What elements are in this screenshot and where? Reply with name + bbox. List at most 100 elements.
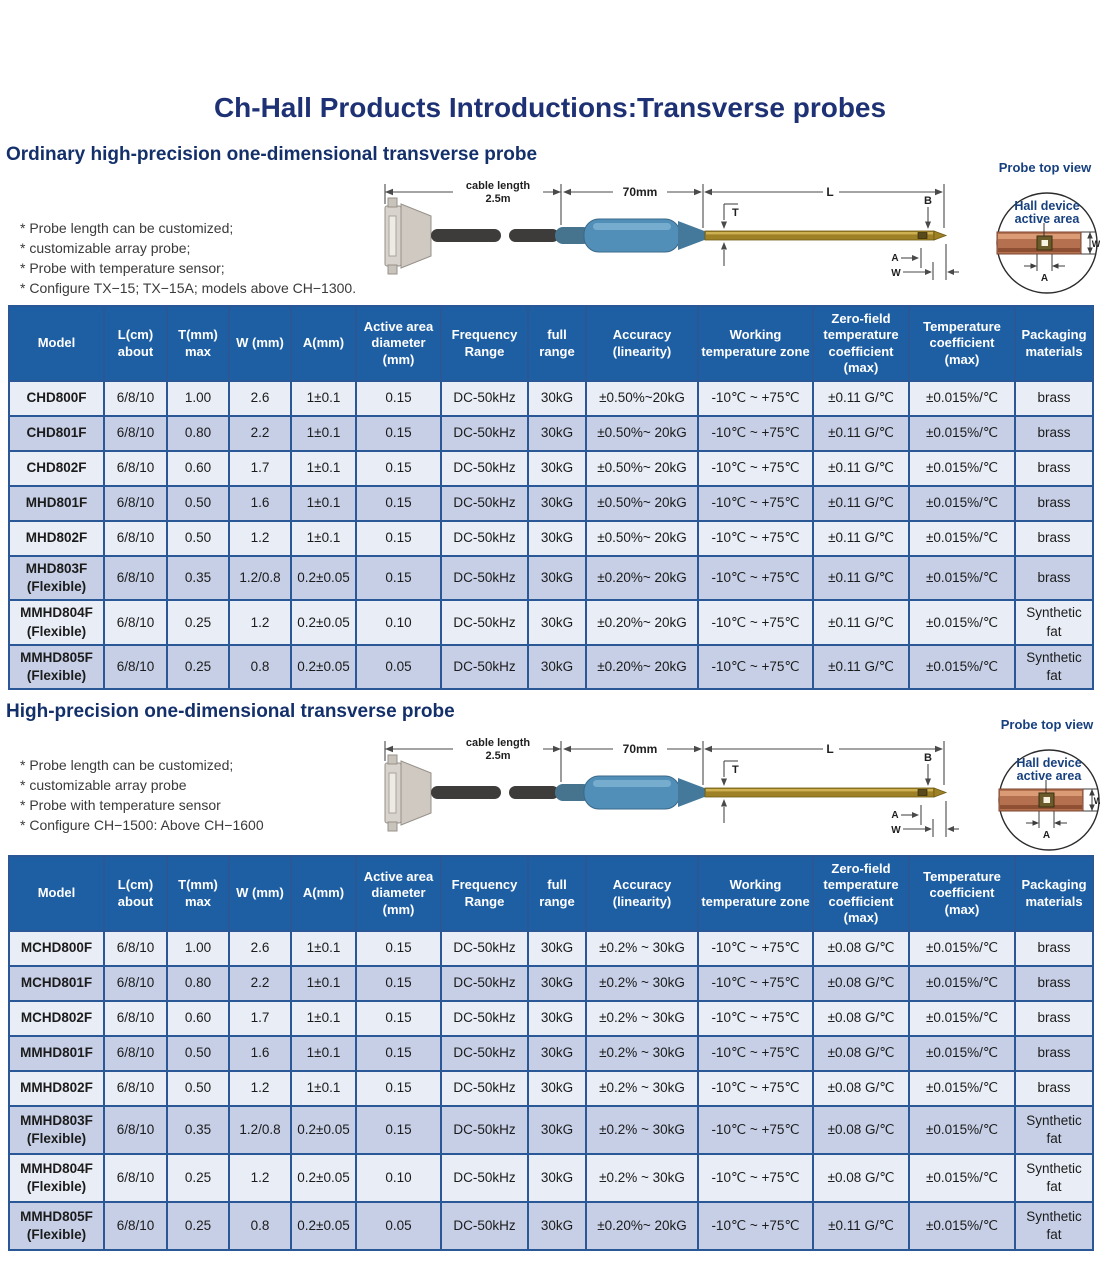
spec-cell: DC-50kHz xyxy=(440,415,529,452)
dim-label-cable-length-value: 2.5m xyxy=(485,750,510,762)
spec-cell: DC-50kHz xyxy=(440,485,529,522)
dim-label-W: W xyxy=(891,268,901,279)
probe-handle-icon xyxy=(555,775,707,810)
spec-cell: 1±0.1 xyxy=(290,450,357,487)
note-item: * customizable array probe; xyxy=(20,240,191,256)
model-cell: MHD801F xyxy=(8,485,105,522)
spec-cell: 0.8 xyxy=(228,1201,292,1251)
spec-cell: 30kG xyxy=(527,643,587,691)
hall-device-label-line1: Hall device xyxy=(1016,756,1081,770)
spec-cell: 0.15 xyxy=(355,1000,442,1037)
spec-cell: 0.60 xyxy=(166,450,230,487)
probe-diagram: cable length 2.5m 70mm L T B A W xyxy=(384,737,959,837)
dim-label-70mm: 70mm xyxy=(623,742,658,756)
note-item: * Configure TX−15; TX−15A; models above … xyxy=(20,280,357,296)
table-row: MMHD805F (Flexible) 6/8/10 0.25 0.8 0.2±0.05… xyxy=(8,643,1094,691)
spec-cell: Synthetic fat xyxy=(1014,1201,1094,1251)
spec-cell: -10℃ ~ +75℃ xyxy=(697,450,814,487)
spec-cell: DC-50kHz xyxy=(440,1153,529,1203)
spec-cell: -10℃ ~ +75℃ xyxy=(697,599,814,646)
spec-cell: 1±0.1 xyxy=(290,965,357,1002)
spec-cell: 1.6 xyxy=(228,1035,292,1072)
spec-cell: ±0.015%/℃ xyxy=(908,1000,1016,1037)
spec-cell: 6/8/10 xyxy=(103,554,168,602)
top-view-dimensions xyxy=(1024,231,1095,271)
spec-cell: ±0.08 G/℃ xyxy=(812,1000,910,1037)
spec-cell: -10℃ ~ +75℃ xyxy=(697,1035,814,1072)
spec-cell: 0.15 xyxy=(355,415,442,452)
spec-cell: DC-50kHz xyxy=(440,643,529,691)
spec-cell: -10℃ ~ +75℃ xyxy=(697,1201,814,1251)
spec-cell: 0.25 xyxy=(166,643,230,691)
spec-cell: ±0.11 G/℃ xyxy=(812,380,910,417)
spec-cell: 0.2±0.05 xyxy=(290,1153,357,1203)
spec-cell: DC-50kHz xyxy=(440,1035,529,1072)
spec-cell: ±0.50%~ 20kG xyxy=(585,415,699,452)
dim-label-cable-length: cable length xyxy=(466,180,530,192)
spec-cell: ±0.015%/℃ xyxy=(908,1201,1016,1251)
column-header: L(cm) about xyxy=(103,305,168,382)
column-header: Accuracy (linearity) xyxy=(585,305,699,382)
spec-cell: 0.2±0.05 xyxy=(290,1201,357,1251)
dim-label-L: L xyxy=(826,742,833,756)
model-cell: MMHD804F (Flexible) xyxy=(8,599,105,646)
dim-label-B: B xyxy=(924,195,932,207)
spec-cell: DC-50kHz xyxy=(440,520,529,557)
spec-cell: ±0.08 G/℃ xyxy=(812,1035,910,1072)
column-header: T(mm) max xyxy=(166,305,230,382)
spec-cell: 0.15 xyxy=(355,1070,442,1107)
cable-icon xyxy=(431,229,559,242)
spec-cell: 0.10 xyxy=(355,599,442,646)
spec-cell: 0.35 xyxy=(166,1105,230,1155)
spec-cell: 0.15 xyxy=(355,554,442,602)
spec-cell: 0.15 xyxy=(355,380,442,417)
spec-cell: 1.2/0.8 xyxy=(228,554,292,602)
spec-cell: DC-50kHz xyxy=(440,450,529,487)
spec-cell: -10℃ ~ +75℃ xyxy=(697,930,814,967)
top-view-dim-W: W xyxy=(1094,796,1100,806)
spec-cell: 30kG xyxy=(527,415,587,452)
spec-cell: -10℃ ~ +75℃ xyxy=(697,1000,814,1037)
column-header: Frequency Range xyxy=(440,305,529,382)
spec-cell: ±0.11 G/℃ xyxy=(812,554,910,602)
model-cell: MCHD802F xyxy=(8,1000,105,1037)
table-row: MHD803F (Flexible) 6/8/10 0.35 1.2/0.8 0.2±0… xyxy=(8,554,1094,602)
top-view-dim-A: A xyxy=(1043,830,1050,841)
column-header: Model xyxy=(8,855,105,932)
model-cell: MCHD800F xyxy=(8,930,105,967)
spec-cell: 30kG xyxy=(527,1201,587,1251)
column-header: Zero-field temperature coefficient (max) xyxy=(812,305,910,382)
spec-cell: ±0.11 G/℃ xyxy=(812,520,910,557)
spec-cell: 6/8/10 xyxy=(103,1201,168,1251)
spec-cell: ±0.11 G/℃ xyxy=(812,450,910,487)
model-cell: MMHD803F (Flexible) xyxy=(8,1105,105,1155)
column-header: Zero-field temperature coefficient (max) xyxy=(812,855,910,932)
column-header: full range xyxy=(527,305,587,382)
spec-cell: -10℃ ~ +75℃ xyxy=(697,415,814,452)
spec-cell: 30kG xyxy=(527,1105,587,1155)
table-row: CHD800F 6/8/10 1.00 2.6 1±0.1 0.15 DC-50kHz 30k… xyxy=(8,380,1094,417)
table-row: MHD802F 6/8/10 0.50 1.2 1±0.1 0.15 DC-50kHz 30k… xyxy=(8,520,1094,557)
dim-label-A: A xyxy=(891,253,898,264)
copper-probe-icon xyxy=(996,231,1082,255)
spec-cell: ±0.015%/℃ xyxy=(908,930,1016,967)
top-view-dim-A: A xyxy=(1041,273,1048,284)
spec-table-high-precision: Model L(cm) about T(mm) max W (mm) A(mm) Acti… xyxy=(8,855,1094,1251)
model-cell: MMHD804F (Flexible) xyxy=(8,1153,105,1203)
spec-cell: 1±0.1 xyxy=(290,520,357,557)
spec-cell: 1.2/0.8 xyxy=(228,1105,292,1155)
spec-cell: Synthetic fat xyxy=(1014,1105,1094,1155)
spec-cell: brass xyxy=(1014,380,1094,417)
spec-cell: ±0.015%/℃ xyxy=(908,1153,1016,1203)
spec-cell: 6/8/10 xyxy=(103,1000,168,1037)
spec-cell: brass xyxy=(1014,965,1094,1002)
spec-cell: 2.6 xyxy=(228,380,292,417)
column-header: Frequency Range xyxy=(440,855,529,932)
spec-cell: 1.00 xyxy=(166,930,230,967)
dim-label-T: T xyxy=(732,764,739,776)
spec-cell: 1±0.1 xyxy=(290,380,357,417)
spec-cell: 1±0.1 xyxy=(290,1070,357,1107)
table-row: MMHD801F 6/8/10 0.50 1.6 1±0.1 0.15 DC-50kHz 30… xyxy=(8,1035,1094,1072)
spec-cell: ±0.11 G/℃ xyxy=(812,485,910,522)
model-cell: CHD802F xyxy=(8,450,105,487)
